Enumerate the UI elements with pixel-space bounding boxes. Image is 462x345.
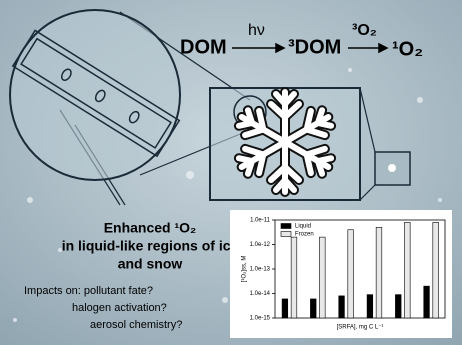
bar xyxy=(375,227,383,319)
legend-swatch xyxy=(280,231,292,237)
y-tick-label: 1.0e-14 xyxy=(250,291,271,297)
bar xyxy=(347,229,354,319)
snow-specks xyxy=(13,68,442,322)
legend-label: Frozen xyxy=(295,232,314,238)
bar xyxy=(395,294,402,319)
intermediate: ³DOM xyxy=(288,36,341,58)
x-axis-label: [SRFA], mg C L⁻¹ xyxy=(337,325,384,331)
bar xyxy=(281,298,289,319)
y-tick-label: 1.0e-13 xyxy=(250,267,271,273)
bar xyxy=(423,285,430,319)
caption-line: and snow xyxy=(118,256,183,272)
bar xyxy=(319,236,326,319)
bar xyxy=(338,295,345,319)
legend-swatch xyxy=(280,223,292,229)
caption-line: Enhanced ¹O₂ xyxy=(104,220,197,236)
ice-channel xyxy=(11,29,181,158)
bar xyxy=(432,222,439,319)
legend-label: Liquid xyxy=(295,224,311,230)
caption-line: in liquid-like regions of ice xyxy=(62,238,239,254)
small-flake xyxy=(388,164,396,172)
impact-line: halogen activation? xyxy=(72,302,167,314)
reactant: DOM xyxy=(180,36,227,58)
snowflake xyxy=(233,87,337,197)
y-axis-label: [¹O₂]ss, M xyxy=(242,256,248,283)
bar xyxy=(310,298,317,319)
arrows xyxy=(232,42,389,54)
impact-line: aerosol chemistry? xyxy=(90,319,182,331)
bar xyxy=(366,294,374,319)
y-tick-label: 1.0e-11 xyxy=(250,218,271,224)
y-tick-label: 1.0e-12 xyxy=(250,242,271,248)
light: hν xyxy=(248,22,265,39)
oxygen: ³O₂ xyxy=(352,22,377,39)
impact-line: Impacts on: pollutant fate? xyxy=(24,285,153,297)
product: ¹O₂ xyxy=(392,38,423,60)
bar xyxy=(404,222,411,319)
inset-chart: 1.0e-15 1.0e-14 1.0e-13 1.0e-12 1.0e-11 [¹O₂]… xyxy=(242,218,446,331)
bar xyxy=(290,236,298,319)
y-tick-label: 1.0e-15 xyxy=(250,316,271,322)
